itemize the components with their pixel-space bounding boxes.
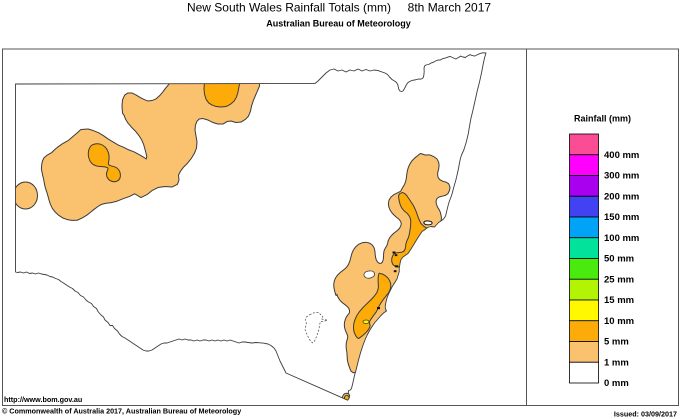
- svg-text:Issued: 03/09/2017: Issued: 03/09/2017: [614, 410, 677, 419]
- svg-text:Rainfall (mm): Rainfall (mm): [574, 114, 631, 124]
- svg-text:1 mm: 1 mm: [604, 357, 629, 368]
- svg-text:0 mm: 0 mm: [604, 378, 629, 389]
- svg-text:300 mm: 300 mm: [604, 171, 639, 182]
- svg-text:400 mm: 400 mm: [604, 150, 639, 161]
- svg-text:15 mm: 15 mm: [604, 295, 634, 306]
- svg-text:http://www.bom.gov.au: http://www.bom.gov.au: [4, 395, 82, 404]
- svg-text:200 mm: 200 mm: [604, 191, 639, 202]
- svg-text:5 mm: 5 mm: [604, 337, 629, 348]
- svg-text:10 mm: 10 mm: [604, 316, 634, 327]
- svg-text:100 mm: 100 mm: [604, 233, 639, 244]
- svg-text:© Commonwealth of Australia 20: © Commonwealth of Australia 2017, Austra…: [2, 406, 241, 415]
- svg-text:New South Wales Rainfall Total: New South Wales Rainfall Totals (mm) 8th…: [187, 0, 491, 14]
- svg-text:Australian Bureau of Meteorolo: Australian Bureau of Meteorology: [266, 19, 411, 29]
- svg-text:25 mm: 25 mm: [604, 274, 634, 285]
- svg-text:150 mm: 150 mm: [604, 212, 639, 223]
- svg-text:50 mm: 50 mm: [604, 254, 634, 265]
